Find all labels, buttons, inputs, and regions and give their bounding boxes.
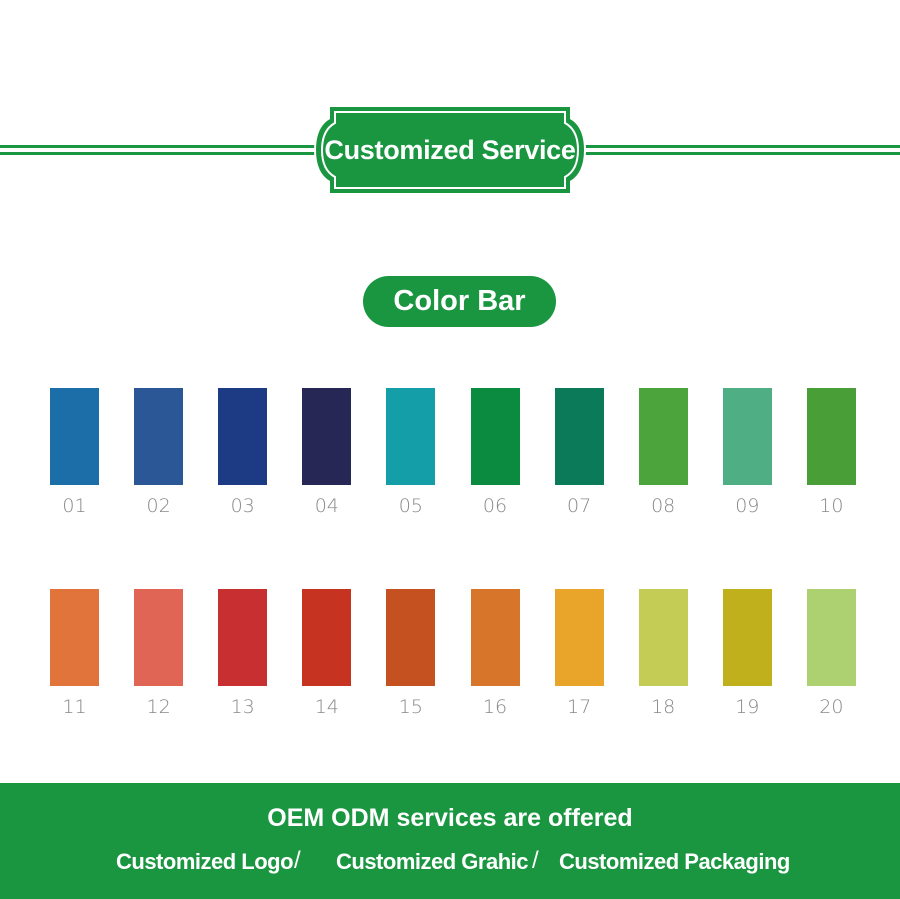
color-swatch: 01	[50, 388, 99, 517]
color-swatch: 18	[638, 589, 688, 718]
footer-item-packaging: Customized Packaging	[559, 849, 790, 874]
swatch-number: 12	[146, 696, 171, 718]
swatch-number: 19	[735, 696, 760, 718]
color-swatch: 16	[470, 589, 520, 718]
color-swatch: 14	[302, 589, 352, 718]
header-title: Customized Service	[324, 135, 576, 165]
swatch-color-box	[218, 589, 268, 686]
swatch-number: 09	[735, 495, 760, 517]
swatch-number: 17	[567, 696, 592, 718]
footer-banner: OEM ODM services are offered Customized …	[0, 783, 900, 899]
color-swatch: 03	[218, 388, 268, 517]
footer-item-graphic: Customized Grahic	[336, 849, 528, 874]
banner-frame	[314, 105, 586, 195]
color-swatch: 15	[386, 589, 436, 718]
swatch-number: 07	[567, 495, 592, 517]
swatch-number: 13	[230, 696, 255, 718]
swatch-number: 20	[819, 696, 844, 718]
color-swatch: 13	[218, 589, 268, 718]
swatch-color-box	[638, 589, 688, 686]
swatch-number: 18	[651, 696, 676, 718]
swatch-color-box	[134, 388, 184, 485]
color-swatch: 06	[470, 388, 520, 517]
color-swatch: 04	[302, 388, 352, 517]
footer-separator: /	[532, 847, 539, 874]
footer-headline: OEM ODM services are offered	[267, 804, 633, 832]
color-swatch: 20	[806, 589, 856, 718]
swatch-color-box	[554, 388, 604, 485]
swatch-number: 11	[62, 696, 87, 718]
swatch-color-box	[386, 589, 436, 686]
color-swatch: 08	[638, 388, 688, 517]
color-swatch: 11	[50, 589, 99, 718]
color-swatch: 10	[806, 388, 856, 517]
swatch-number: 05	[398, 495, 423, 517]
swatch-color-box	[722, 589, 772, 686]
color-swatch: 07	[554, 388, 604, 517]
swatch-color-box	[134, 589, 184, 686]
header-banner: Customized Service	[314, 105, 586, 195]
color-swatch: 02	[134, 388, 184, 517]
color-swatch: 05	[386, 388, 436, 517]
color-swatch: 17	[554, 589, 604, 718]
color-swatch: 09	[722, 388, 772, 517]
swatch-number: 04	[314, 495, 339, 517]
swatch-number: 10	[819, 495, 844, 517]
swatch-color-box	[302, 388, 352, 485]
section-title: Color Bar	[363, 276, 556, 327]
swatch-color-box	[806, 589, 856, 686]
color-swatch: 19	[722, 589, 772, 718]
footer-item-logo: Customized Logo	[116, 849, 294, 874]
color-swatch: 12	[134, 589, 184, 718]
swatch-color-box	[554, 589, 604, 686]
swatch-number: 01	[62, 495, 87, 517]
swatch-color-box	[50, 589, 99, 686]
swatch-number: 02	[146, 495, 171, 517]
swatch-color-box	[722, 388, 772, 485]
swatch-number: 15	[398, 696, 423, 718]
swatch-color-box	[470, 589, 520, 686]
swatch-color-box	[806, 388, 856, 485]
swatch-number: 06	[482, 495, 508, 517]
footer-separator: /	[294, 847, 301, 874]
swatch-number: 08	[651, 495, 676, 517]
swatch-number: 14	[314, 696, 339, 718]
swatch-number: 03	[230, 495, 255, 517]
swatch-color-box	[50, 388, 99, 485]
swatch-number: 16	[482, 696, 508, 718]
swatch-color-box	[218, 388, 268, 485]
swatch-color-box	[302, 589, 352, 686]
swatch-color-box	[638, 388, 688, 485]
swatch-color-box	[386, 388, 436, 485]
swatch-color-box	[470, 388, 520, 485]
